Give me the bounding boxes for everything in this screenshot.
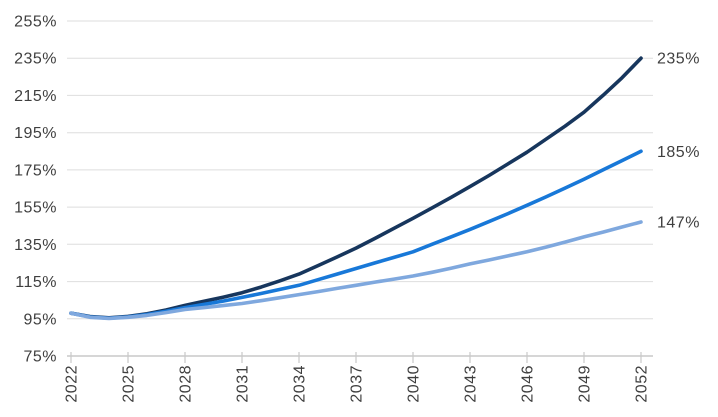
x-axis-tick-label: 2046 <box>520 365 537 403</box>
y-axis-tick-label: 235% <box>14 51 57 68</box>
series-line-scenario-low <box>69 220 643 321</box>
y-axis-tick-label: 115% <box>15 274 57 291</box>
x-axis-labels: 2022 2025 2028 2031 2034 2037 2040 2043 2046 2049… <box>64 365 651 403</box>
y-axis-tick-label: 75% <box>23 349 57 366</box>
y-axis-tick-label: 195% <box>14 125 57 142</box>
y-axis-labels: 255% 235% 215% 195% 175% 155% 135% 115% 95% 75% <box>14 14 57 366</box>
x-axis-tick-label: 2028 <box>178 365 195 403</box>
x-axis-tick-label: 2052 <box>634 365 651 403</box>
series-end-labels: 235% 185% 147% <box>657 51 700 232</box>
x-axis-tick-label: 2043 <box>463 365 480 403</box>
x-axis-tick-label: 2034 <box>292 365 309 403</box>
series-line-scenario-high <box>69 56 643 320</box>
y-axis-tick-label: 155% <box>14 200 57 217</box>
x-axis-tick-label: 2025 <box>121 365 138 403</box>
x-axis-tick-label: 2040 <box>406 365 423 403</box>
y-axis-tick-label: 215% <box>14 88 57 105</box>
x-axis <box>67 352 653 363</box>
end-label-scenario-low: 147% <box>657 215 700 232</box>
y-axis-tick-label: 135% <box>14 237 57 254</box>
series-line-scenario-mid <box>69 149 643 320</box>
series-lines <box>69 56 643 321</box>
y-axis-tick-label: 95% <box>23 311 57 328</box>
gridlines <box>67 20 653 320</box>
x-axis-tick-label: 2049 <box>577 365 594 403</box>
x-axis-tick-label: 2037 <box>349 365 366 403</box>
x-axis-tick-label: 2022 <box>64 365 81 403</box>
x-axis-tick-label: 2031 <box>235 365 252 403</box>
y-axis-tick-label: 255% <box>14 14 57 31</box>
end-label-scenario-mid: 185% <box>657 144 700 161</box>
y-axis-tick-label: 175% <box>14 162 57 179</box>
end-label-scenario-high: 235% <box>657 51 700 68</box>
